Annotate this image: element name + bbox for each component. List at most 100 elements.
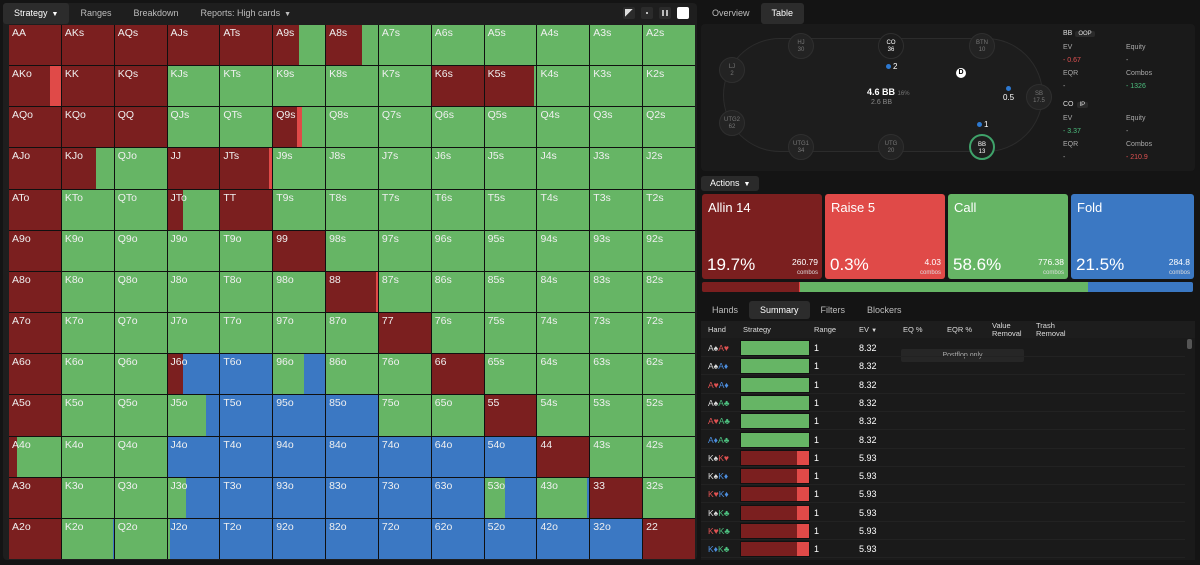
hand-cell-T8o[interactable]: T8o [220, 271, 273, 313]
hand-cell-T3s[interactable]: T3s [590, 189, 643, 230]
hand-cell-A9s[interactable]: A9s [273, 25, 326, 66]
table-row[interactable]: A♥A♣ 1 8.32 [701, 412, 1185, 431]
hand-cell-54o[interactable]: 54o [484, 436, 537, 477]
hand-cell-QTs[interactable]: QTs [220, 107, 273, 148]
hand-cell-84o[interactable]: 84o [326, 436, 378, 477]
hand-cell-J9s[interactable]: J9s [273, 148, 326, 189]
hand-cell-AA[interactable]: AA [9, 25, 61, 66]
hand-cell-85s[interactable]: 85s [484, 271, 537, 313]
hand-cell-99[interactable]: 99 [273, 230, 326, 271]
hand-cell-63o[interactable]: 63o [431, 477, 484, 518]
hand-cell-92o[interactable]: 92o [273, 518, 326, 559]
hand-cell-A5o[interactable]: A5o [9, 395, 61, 436]
hand-cell-73o[interactable]: 73o [378, 477, 431, 518]
hand-cell-T9o[interactable]: T9o [220, 230, 273, 271]
hand-cell-33[interactable]: 33 [590, 477, 643, 518]
hand-cell-44[interactable]: 44 [537, 436, 590, 477]
hand-cell-62o[interactable]: 62o [431, 518, 484, 559]
hand-cell-KTs[interactable]: KTs [220, 66, 273, 107]
hand-cell-A9o[interactable]: A9o [9, 230, 61, 271]
hand-cell-94s[interactable]: 94s [537, 230, 590, 271]
hand-cell-94o[interactable]: 94o [273, 436, 326, 477]
hand-cell-KQs[interactable]: KQs [114, 66, 167, 107]
hand-cell-A6s[interactable]: A6s [431, 25, 484, 66]
hand-cell-Q6o[interactable]: Q6o [114, 354, 167, 395]
hand-cell-J2o[interactable]: J2o [167, 518, 220, 559]
hand-cell-A3s[interactable]: A3s [590, 25, 643, 66]
hand-cell-AKs[interactable]: AKs [61, 25, 114, 66]
hand-cell-43o[interactable]: 43o [537, 477, 590, 518]
hand-cell-65s[interactable]: 65s [484, 354, 537, 395]
hand-cell-T5o[interactable]: T5o [220, 395, 273, 436]
table-row[interactable]: A♦A♣ 1 8.32 [701, 431, 1185, 449]
hand-cell-72o[interactable]: 72o [378, 518, 431, 559]
hand-cell-T2s[interactable]: T2s [643, 189, 695, 230]
hand-cell-J7o[interactable]: J7o [167, 313, 220, 354]
hand-cell-Q5s[interactable]: Q5s [484, 107, 537, 148]
seat-utg1[interactable]: UTG1 34 [788, 134, 814, 160]
tab-hands[interactable]: Hands [712, 305, 739, 315]
hand-cell-Q8o[interactable]: Q8o [114, 271, 167, 313]
hand-cell-AQo[interactable]: AQo [9, 107, 61, 148]
hand-cell-A5s[interactable]: A5s [484, 25, 537, 66]
hand-cell-J4o[interactable]: J4o [167, 436, 220, 477]
hand-cell-A2o[interactable]: A2o [9, 518, 61, 559]
hand-cell-QJs[interactable]: QJs [167, 107, 220, 148]
hand-cell-K4s[interactable]: K4s [537, 66, 590, 107]
scrollbar[interactable] [1187, 339, 1192, 349]
hand-cell-J3o[interactable]: J3o [167, 477, 220, 518]
hand-cell-K3s[interactable]: K3s [590, 66, 643, 107]
col-ev[interactable]: EV ▼ [859, 325, 877, 341]
hand-cell-42o[interactable]: 42o [537, 518, 590, 559]
hand-cell-95o[interactable]: 95o [273, 395, 326, 436]
hand-cell-22[interactable]: 22 [643, 518, 695, 559]
hand-cell-T7o[interactable]: T7o [220, 313, 273, 354]
seat-bb-hero[interactable]: BB 13 [969, 134, 995, 160]
hand-cell-86s[interactable]: 86s [431, 271, 484, 313]
hand-cell-K7o[interactable]: K7o [61, 313, 114, 354]
hand-cell-K2o[interactable]: K2o [61, 518, 114, 559]
seat-utg2[interactable]: UTG2 62 [719, 110, 745, 136]
actions-dropdown[interactable]: Actions ▼ [701, 176, 760, 191]
hand-cell-42s[interactable]: 42s [643, 436, 695, 477]
hand-cell-JTo[interactable]: JTo [167, 189, 220, 230]
hand-cell-T3o[interactable]: T3o [220, 477, 273, 518]
hand-cell-A8s[interactable]: A8s [326, 25, 378, 66]
hand-cell-T6o[interactable]: T6o [220, 354, 273, 395]
hand-cell-K7s[interactable]: K7s [378, 66, 431, 107]
hand-cell-AJo[interactable]: AJo [9, 148, 61, 189]
table-row[interactable]: A♥A♦ 1 8.32 [701, 376, 1185, 394]
hand-cell-Q3s[interactable]: Q3s [590, 107, 643, 148]
hand-cell-K8s[interactable]: K8s [326, 66, 378, 107]
hand-cell-Q7o[interactable]: Q7o [114, 313, 167, 354]
hand-cell-64s[interactable]: 64s [537, 354, 590, 395]
hand-cell-QJo[interactable]: QJo [114, 148, 167, 189]
hand-cell-92s[interactable]: 92s [643, 230, 695, 271]
hand-cell-63s[interactable]: 63s [590, 354, 643, 395]
hand-cell-ATs[interactable]: ATs [220, 25, 273, 66]
hand-cell-J6s[interactable]: J6s [431, 148, 484, 189]
hand-cell-QQ[interactable]: QQ [114, 107, 167, 148]
hand-cell-A4o[interactable]: A4o [9, 436, 61, 477]
hand-cell-T4s[interactable]: T4s [537, 189, 590, 230]
hand-cell-82s[interactable]: 82s [643, 271, 695, 313]
hand-cell-75s[interactable]: 75s [484, 313, 537, 354]
hand-cell-54s[interactable]: 54s [537, 395, 590, 436]
col-strategy[interactable]: Strategy [743, 325, 771, 334]
col-eqr[interactable]: EQR % [947, 325, 973, 334]
hand-cell-K4o[interactable]: K4o [61, 436, 114, 477]
hand-cell-K5s[interactable]: K5s [484, 66, 537, 107]
hand-cell-52o[interactable]: 52o [484, 518, 537, 559]
hand-cell-43s[interactable]: 43s [590, 436, 643, 477]
hand-cell-83o[interactable]: 83o [326, 477, 378, 518]
hand-cell-AKo[interactable]: AKo [9, 66, 61, 107]
tab-reports[interactable]: Reports: High cards ▼ [190, 3, 302, 24]
hand-cell-52s[interactable]: 52s [643, 395, 695, 436]
hand-cell-J3s[interactable]: J3s [590, 148, 643, 189]
hand-cell-J2s[interactable]: J2s [643, 148, 695, 189]
hand-cell-J8o[interactable]: J8o [167, 271, 220, 313]
action-call[interactable]: Call 58.6% 776.38 combos [948, 194, 1068, 279]
hand-cell-53o[interactable]: 53o [484, 477, 537, 518]
table-row[interactable]: K♠K♣ 1 5.93 [701, 504, 1185, 522]
hand-cell-62s[interactable]: 62s [643, 354, 695, 395]
